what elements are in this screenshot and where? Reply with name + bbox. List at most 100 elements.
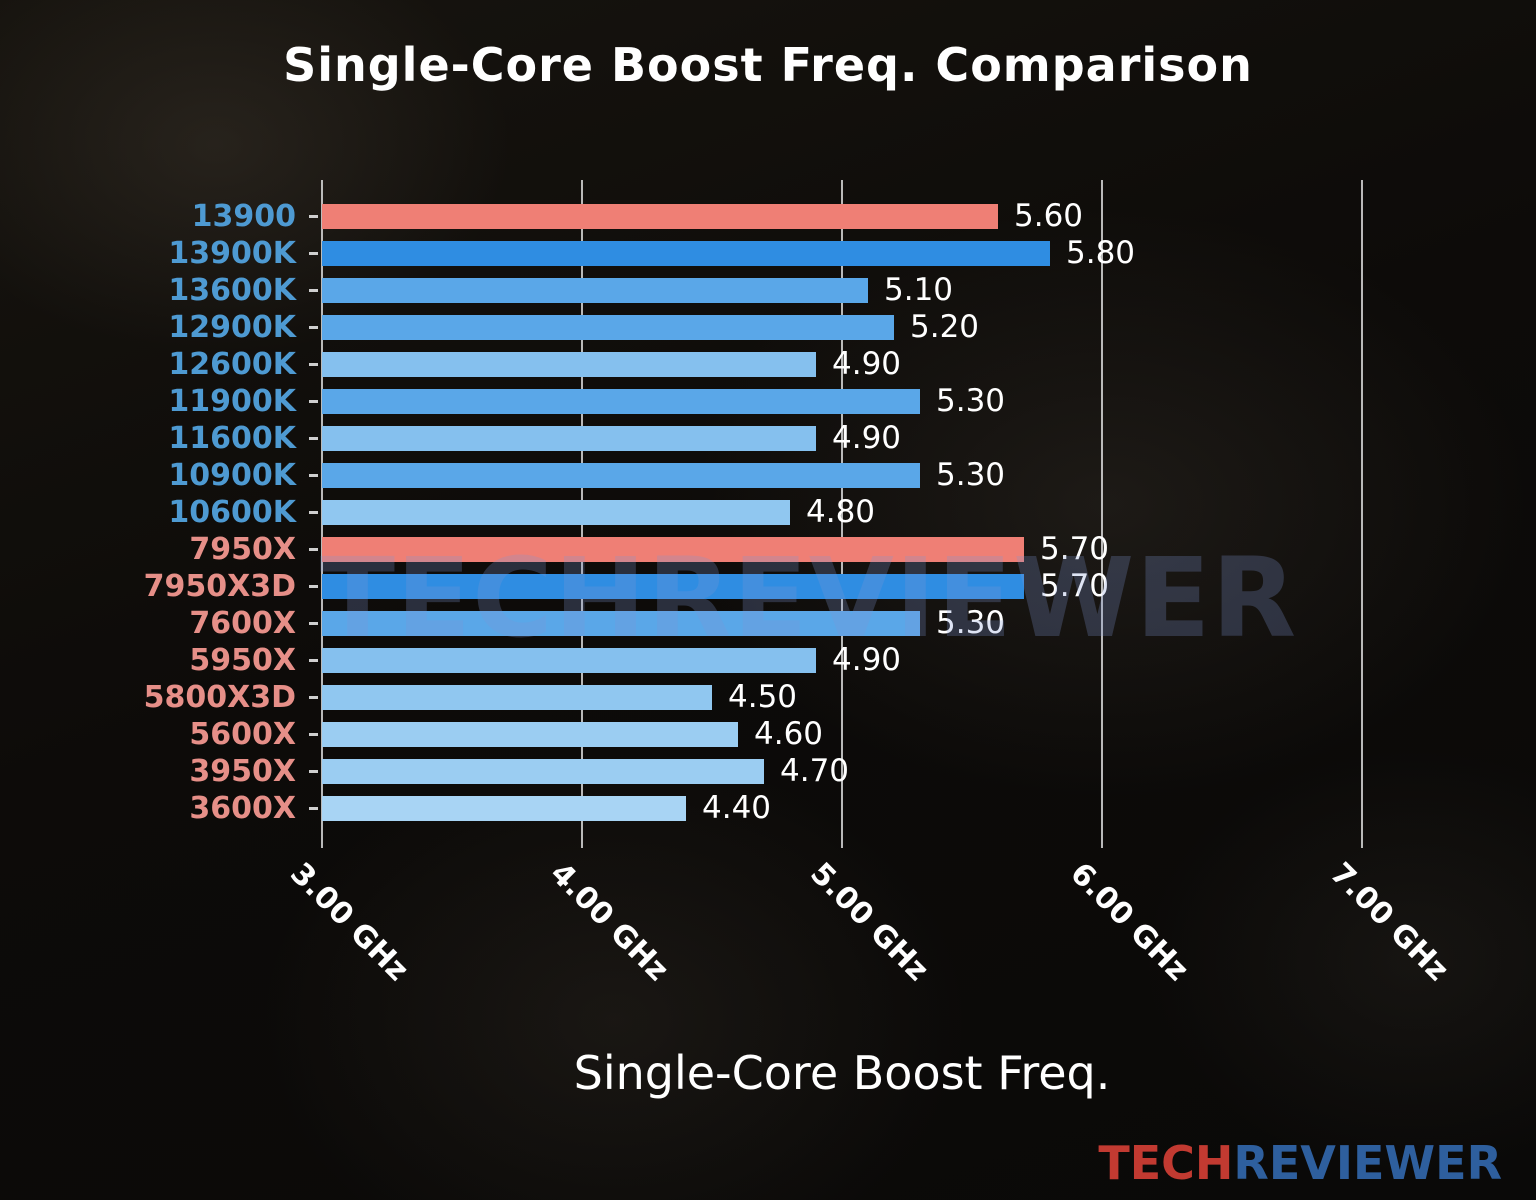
y-tick-mark: [309, 548, 318, 551]
x-tick-label: 4.00 GHz: [543, 856, 676, 988]
category-label: 3600X: [189, 791, 296, 826]
y-tick-mark: [309, 622, 318, 625]
bar: [322, 648, 816, 673]
plot-area: 13900 5.60 13900K 5.80 13600K 5.10 12900K 5.20 1…: [0, 180, 1536, 848]
value-label: 5.70: [1040, 531, 1110, 567]
value-label: 5.30: [936, 605, 1006, 641]
bar: [322, 500, 790, 525]
y-tick-mark: [309, 474, 318, 477]
bar-row: 13600K 5.10: [0, 272, 1536, 309]
y-tick-mark: [309, 733, 318, 736]
category-label: 13900K: [168, 236, 296, 271]
grid-line: [841, 180, 843, 848]
bar: [322, 796, 686, 821]
category-label: 12600K: [168, 347, 296, 382]
bar-row: 12900K 5.20: [0, 309, 1536, 346]
value-label: 4.70: [780, 753, 850, 789]
category-label: 7950X3D: [143, 569, 296, 604]
y-tick-mark: [309, 326, 318, 329]
value-label: 4.40: [702, 790, 772, 826]
value-label: 5.10: [884, 272, 954, 308]
y-tick-mark: [309, 511, 318, 514]
value-label: 5.60: [1014, 198, 1084, 234]
value-label: 5.30: [936, 457, 1006, 493]
x-tick-label: 5.00 GHz: [803, 856, 936, 988]
category-label: 13900: [191, 199, 296, 234]
bar: [322, 278, 868, 303]
category-label: 7950X: [189, 532, 296, 567]
techreviewer-logo: TECHREVIEWER: [1098, 1136, 1502, 1190]
category-label: 3950X: [189, 754, 296, 789]
y-tick-mark: [309, 770, 318, 773]
bar: [322, 611, 920, 636]
y-tick-mark: [309, 400, 318, 403]
category-label: 11900K: [168, 384, 296, 419]
bar: [322, 315, 894, 340]
bar-row: 7600X 5.30: [0, 605, 1536, 642]
y-tick-mark: [309, 437, 318, 440]
value-label: 4.90: [832, 420, 902, 456]
category-label: 7600X: [189, 606, 296, 641]
bar: [322, 241, 1050, 266]
y-tick-mark: [309, 289, 318, 292]
bar-row: 13900K 5.80: [0, 235, 1536, 272]
grid-line: [1101, 180, 1103, 848]
category-label: 5950X: [189, 643, 296, 678]
value-label: 4.60: [754, 716, 824, 752]
bar: [322, 537, 1024, 562]
bar-row: 10900K 5.30: [0, 457, 1536, 494]
bar: [322, 685, 712, 710]
logo-reviewer: REVIEWER: [1233, 1136, 1502, 1190]
bar-row: 3600X 4.40: [0, 790, 1536, 827]
bar-row: 11600K 4.90: [0, 420, 1536, 457]
bar: [322, 389, 920, 414]
value-label: 5.30: [936, 383, 1006, 419]
value-label: 5.80: [1066, 235, 1136, 271]
category-label: 13600K: [168, 273, 296, 308]
category-label: 5600X: [189, 717, 296, 752]
bar-row: 11900K 5.30: [0, 383, 1536, 420]
bar-row: 13900 5.60: [0, 198, 1536, 235]
value-label: 4.90: [832, 642, 902, 678]
value-label: 5.70: [1040, 568, 1110, 604]
bar: [322, 463, 920, 488]
bar: [322, 574, 1024, 599]
bar: [322, 722, 738, 747]
y-tick-mark: [309, 585, 318, 588]
value-label: 4.80: [806, 494, 876, 530]
x-tick-label: 3.00 GHz: [283, 856, 416, 988]
y-tick-mark: [309, 252, 318, 255]
category-label: 10600K: [168, 495, 296, 530]
bar-row: 5950X 4.90: [0, 642, 1536, 679]
value-label: 5.20: [910, 309, 980, 345]
bar: [322, 352, 816, 377]
value-label: 4.90: [832, 346, 902, 382]
bar-row: 7950X3D 5.70: [0, 568, 1536, 605]
bar-row: 12600K 4.90: [0, 346, 1536, 383]
y-tick-mark: [309, 696, 318, 699]
y-tick-mark: [309, 215, 318, 218]
bar: [322, 426, 816, 451]
bar: [322, 759, 764, 784]
bar-row: 3950X 4.70: [0, 753, 1536, 790]
category-label: 5800X3D: [143, 680, 296, 715]
category-label: 12900K: [168, 310, 296, 345]
grid-line: [1361, 180, 1363, 848]
x-tick-label: 6.00 GHz: [1063, 856, 1196, 988]
bar-row: 7950X 5.70: [0, 531, 1536, 568]
x-axis-title: Single-Core Boost Freq.: [573, 1046, 1111, 1100]
chart-title: Single-Core Boost Freq. Comparison: [283, 38, 1253, 92]
bar: [322, 204, 998, 229]
category-label: 10900K: [168, 458, 296, 493]
logo-tech: TECH: [1098, 1136, 1234, 1190]
bar-row: 5600X 4.60: [0, 716, 1536, 753]
category-label: 11600K: [168, 421, 296, 456]
bar-row: 10600K 4.80: [0, 494, 1536, 531]
x-tick-label: 7.00 GHz: [1323, 856, 1456, 988]
y-tick-mark: [309, 807, 318, 810]
y-tick-mark: [309, 659, 318, 662]
bar-row: 5800X3D 4.50: [0, 679, 1536, 716]
y-tick-mark: [309, 363, 318, 366]
value-label: 4.50: [728, 679, 798, 715]
